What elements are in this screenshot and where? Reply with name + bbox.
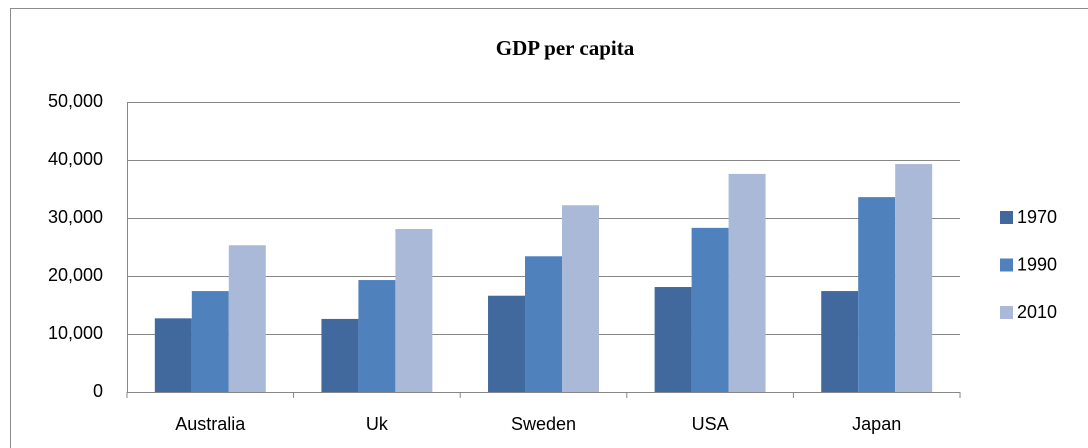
bar [191,291,229,392]
legend-swatch [1000,306,1013,319]
chart-title: GDP per capita [496,36,635,60]
x-tick-label: Australia [175,414,246,434]
bar [488,295,526,392]
bar [321,318,359,392]
x-tick-label: Sweden [511,414,576,434]
bar [821,291,859,392]
bar [525,256,562,392]
y-tick-label: 0 [93,381,103,401]
y-tick-label: 50,000 [48,91,103,111]
legend-label: 1990 [1017,254,1057,274]
bar [358,280,396,392]
bar [228,245,266,392]
legend-swatch [1000,258,1013,272]
x-tick-label: Japan [852,414,901,434]
bar [395,229,433,392]
bar [691,227,729,392]
bar [895,164,933,392]
legend-label: 1970 [1017,207,1057,227]
x-tick-label: USA [692,414,729,434]
bar [858,197,896,392]
y-tick-label: 20,000 [48,265,103,285]
legend-swatch [1000,211,1013,224]
x-tick-label: Uk [366,414,389,434]
bar [154,318,192,392]
bar [654,287,692,392]
y-tick-label: 30,000 [48,207,103,227]
bar [561,205,599,392]
bar [728,173,766,392]
y-tick-label: 10,000 [48,323,103,343]
y-tick-label: 40,000 [48,149,103,169]
legend-label: 2010 [1017,302,1057,322]
